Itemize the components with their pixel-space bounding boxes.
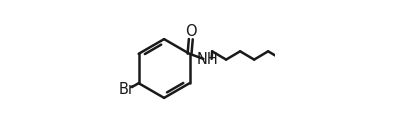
Text: Br: Br — [118, 82, 134, 97]
Text: O: O — [185, 24, 197, 39]
Text: NH: NH — [197, 52, 218, 67]
